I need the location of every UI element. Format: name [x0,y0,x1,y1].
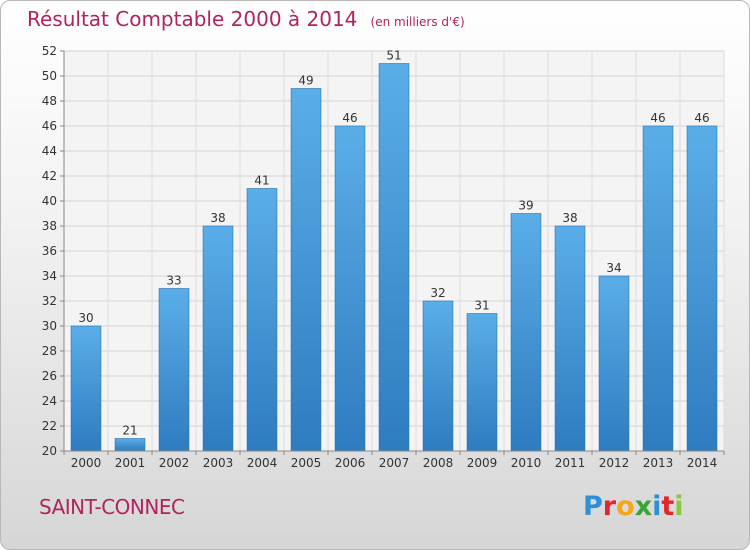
data-label-2003: 38 [210,211,225,225]
y-tick-label: 42 [42,169,57,183]
y-tick-label: 52 [42,44,57,58]
y-tick-label: 44 [42,144,57,158]
data-label-2009: 31 [474,299,489,313]
x-tick-label-2009: 2009 [467,456,498,470]
chart-subtitle: (en milliers d'€) [370,15,465,29]
data-label-2011: 38 [562,211,577,225]
bar-2008 [422,300,454,452]
logo-letter: r [602,491,617,522]
x-tick-label-2008: 2008 [423,456,454,470]
y-tick-label: 32 [42,294,57,308]
y-tick-label: 34 [42,269,57,283]
data-label-2001: 21 [122,424,137,438]
bar-2003 [202,225,234,452]
data-label-2006: 46 [342,111,357,125]
commune-name: SAINT-CONNEC [39,495,185,519]
data-label-2007: 51 [386,49,401,63]
data-label-2010: 39 [518,199,533,213]
data-label-2008: 32 [430,286,445,300]
bars [70,63,718,452]
bar-2006 [334,125,366,452]
bar-2005 [290,88,322,452]
bar-2010 [510,213,542,452]
bar-2009 [466,313,498,452]
x-tick-label-2012: 2012 [599,456,630,470]
bar-2014 [686,125,718,452]
bar-2002 [158,288,190,452]
x-tick-label-2010: 2010 [511,456,542,470]
bar-2012 [598,275,630,452]
logo-letter: P [583,491,603,522]
y-tick-label: 48 [42,94,57,108]
logo-letter: x [634,491,653,522]
y-tick-label: 38 [42,219,57,233]
title-row: Résultat Comptable 2000 à 2014 (en milli… [27,7,465,31]
data-label-2005: 49 [298,74,313,88]
bar-2000 [70,325,102,452]
logo-letter: i [674,491,684,522]
x-tick-label-2005: 2005 [291,456,322,470]
logo-letter: o [616,491,635,522]
bar-2001 [114,438,146,452]
data-label-2000: 30 [78,311,93,325]
y-tick-label: 26 [42,369,57,383]
x-tick-label-2001: 2001 [115,456,146,470]
bar-2004 [246,188,278,452]
data-label-2012: 34 [606,261,621,275]
data-label-2004: 41 [254,174,269,188]
y-tick-label: 40 [42,194,57,208]
x-tick-label-2002: 2002 [159,456,190,470]
logo-letter: i [652,491,662,522]
chart-title: Résultat Comptable 2000 à 2014 [27,7,358,31]
y-tick-label: 28 [42,344,57,358]
y-tick-label: 50 [42,69,57,83]
data-label-2002: 33 [166,274,181,288]
x-tick-label-2014: 2014 [687,456,718,470]
x-tick-label-2003: 2003 [203,456,234,470]
data-label-2013: 46 [650,111,665,125]
bar-2013 [642,125,674,452]
x-tick-label-2000: 2000 [71,456,102,470]
proxiti-logo[interactable]: Proxiti [583,491,684,522]
data-label-2014: 46 [694,111,709,125]
bar-2011 [554,225,586,452]
y-tick-label: 46 [42,119,57,133]
logo-letter: t [661,491,675,522]
y-tick-label: 36 [42,244,57,258]
y-tick-label: 20 [42,444,57,458]
x-tick-label-2006: 2006 [335,456,366,470]
x-tick-label-2007: 2007 [379,456,410,470]
bar-2007 [378,63,410,452]
x-tick-label-2004: 2004 [247,456,278,470]
y-tick-label: 22 [42,419,57,433]
axes: 20 22 24 26 28 30 32 34 36 38 40 42 44 46 48 50 52 2000 20… [42,44,725,470]
x-tick-label-2011: 2011 [555,456,586,470]
x-tick-label-2013: 2013 [643,456,674,470]
data-labels: 30 21 33 38 41 49 46 51 32 31 39 38 34 46 46 [78,49,709,438]
y-tick-label: 30 [42,319,57,333]
y-tick-label: 24 [42,394,57,408]
